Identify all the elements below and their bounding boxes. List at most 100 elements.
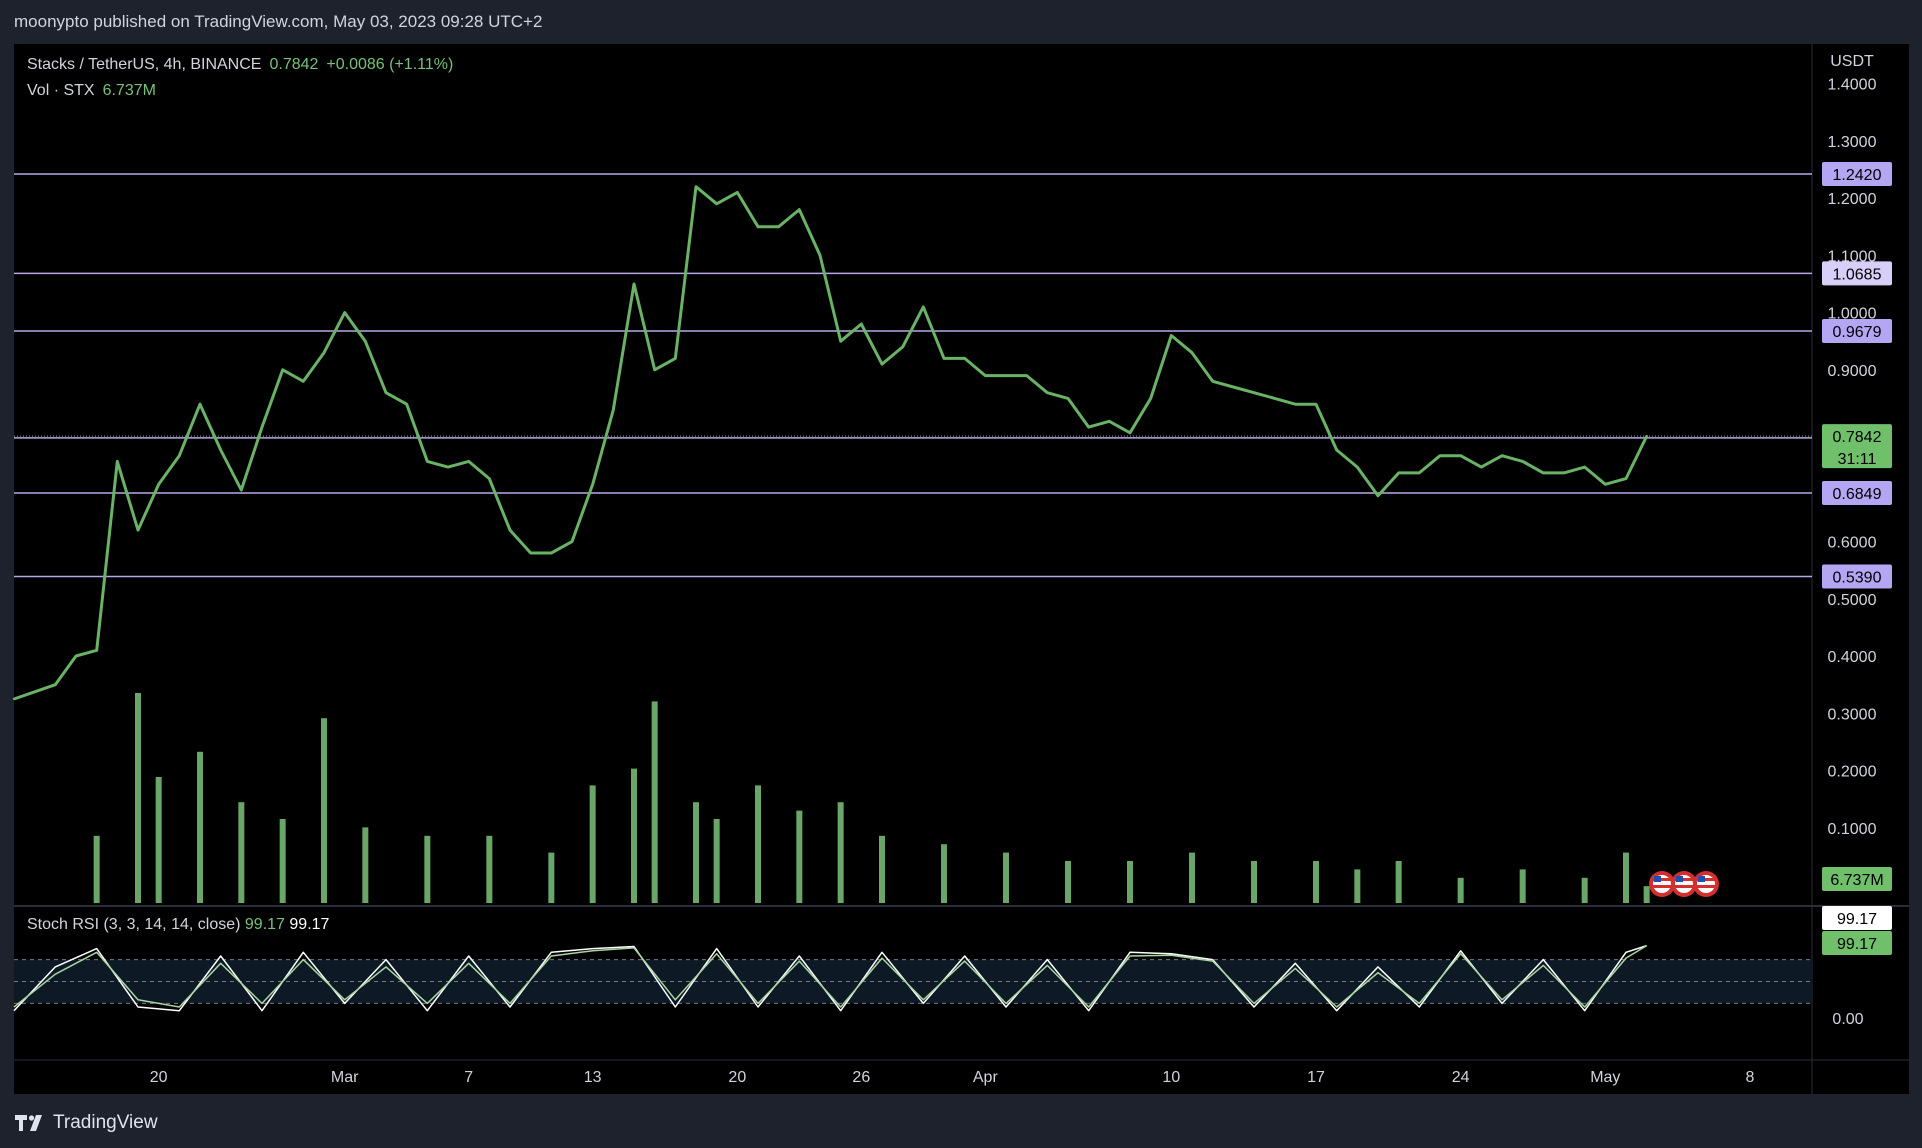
price-point (1252, 391, 1256, 394)
level-price-tag-bg (1822, 318, 1892, 343)
price-point (1066, 397, 1070, 400)
volume-bar (1313, 861, 1319, 903)
price-point (1170, 334, 1173, 337)
volume-bar (1354, 869, 1361, 903)
volume-value-tag-text: 6.737M (1830, 872, 1883, 889)
price-point (1583, 465, 1586, 469)
flag-stripe (1653, 885, 1671, 888)
volume-bar (1251, 861, 1257, 903)
level-price-tag[interactable]: 0.9679 (1822, 318, 1892, 343)
price-axis-tick: 1.4000 (1828, 77, 1877, 94)
price-point (384, 391, 388, 394)
price-point (1294, 402, 1297, 406)
price-point (818, 254, 822, 257)
price-point (116, 460, 119, 463)
level-price-tag[interactable]: 0.6849 (1822, 480, 1892, 505)
price-point (901, 345, 904, 349)
price-point (1190, 351, 1194, 354)
price-point (198, 402, 202, 406)
stoch-k-value: 99.17 (244, 916, 285, 933)
stoch-d-line (13, 944, 1648, 1008)
volume-value-tag[interactable]: 6.737M (1822, 867, 1892, 891)
price-series (12, 185, 1649, 701)
price-point (1149, 397, 1152, 400)
price-point (260, 425, 264, 429)
tradingview-logo[interactable]: TradingView (15, 1110, 158, 1136)
price-point (302, 380, 305, 383)
price-point (508, 528, 512, 532)
price-point (798, 208, 801, 211)
volume-bar (279, 819, 286, 903)
price-point (1562, 471, 1566, 475)
flag-stripe (1697, 878, 1715, 881)
us-flag-event-icon[interactable] (1671, 871, 1697, 897)
price-point (1624, 477, 1628, 480)
price-point (1025, 374, 1028, 377)
price-point (674, 357, 677, 360)
level-price-tag-text: 1.0685 (1833, 266, 1882, 283)
time-axis-tick: 20 (728, 1069, 746, 1086)
price-point (1376, 494, 1380, 497)
price-axis-tick: 0.1000 (1828, 821, 1877, 838)
volume-bar (1003, 852, 1009, 903)
volume-bar (135, 693, 141, 903)
price-point (694, 185, 698, 188)
price-tags[interactable]: 1.24201.06850.96790.78110.68490.53900.78… (1649, 162, 1892, 955)
current-price-tag[interactable]: 0.7842 31:11 (1822, 424, 1892, 469)
volume-bar (321, 718, 327, 903)
us-flag-event-icon[interactable] (1649, 871, 1675, 897)
symbol-legend: Stacks / TetherUS, 4h, BINANCE 0.7842 +0.0… (27, 52, 453, 104)
us-flag-event-icon[interactable] (1693, 871, 1719, 897)
stoch-rsi-label[interactable]: Stoch RSI (3, 3, 14, 14, close) (27, 916, 241, 933)
symbol-name[interactable]: Stacks / TetherUS, 4h, BINANCE (27, 56, 262, 73)
price-point (715, 202, 718, 206)
price-point (1046, 391, 1049, 394)
level-price-tag[interactable]: 1.2420 (1822, 162, 1892, 187)
level-price-tag[interactable]: 0.5390 (1822, 564, 1892, 589)
price-point (281, 368, 284, 372)
flag-canton (1676, 876, 1683, 882)
price-point (1211, 380, 1214, 383)
volume-bar (1519, 869, 1526, 903)
flag-canton (1654, 876, 1661, 882)
level-price-tag[interactable]: 1.0685 (1822, 261, 1892, 286)
price-point (1438, 454, 1442, 457)
level-price-tag-text: 0.5390 (1833, 569, 1882, 586)
price-point (54, 683, 57, 686)
price-point (405, 402, 408, 406)
volume-legend-row: Vol · STX 6.737M (27, 78, 453, 104)
price-point (74, 654, 78, 658)
stoch-k-tag-bg (1822, 931, 1892, 955)
volume-bar (755, 785, 761, 903)
price-axis: USDT 1.4000 1.3000 1.2000 1.1000 1.0000 0.900… (1828, 53, 1877, 1028)
flag-stripe (1675, 878, 1693, 881)
level-price-tag-bg (1822, 162, 1892, 187)
volume-bar (1643, 886, 1650, 903)
stoch-axis-tick: 0.00 (1832, 1011, 1863, 1028)
price-axis-tick: 1.2000 (1828, 191, 1877, 208)
price-axis-tick: 0.4000 (1828, 649, 1877, 666)
volume-label[interactable]: Vol · STX (27, 82, 95, 99)
stoch-d-tag[interactable]: 99.17 (1822, 906, 1892, 930)
tradingview-logo-icon (15, 1115, 42, 1131)
price-point (860, 322, 863, 326)
volume-bar (879, 835, 885, 903)
volume-bar (548, 852, 555, 903)
price-point (240, 488, 243, 492)
price-point (963, 357, 966, 360)
price-point (1459, 454, 1462, 457)
price-axis-tick: 1.1000 (1828, 248, 1877, 265)
volume-value: 6.737M (102, 82, 156, 99)
symbol-legend-row: Stacks / TetherUS, 4h, BINANCE 0.7842 +0.0… (27, 52, 453, 78)
volume-bar (1395, 861, 1402, 903)
time-axis-tick: May (1590, 1069, 1620, 1086)
price-point (942, 357, 946, 360)
price-point (1480, 465, 1483, 469)
volume-bar (486, 835, 493, 903)
price-point (1356, 465, 1359, 469)
stoch-k-tag[interactable]: 99.17 (1822, 931, 1892, 955)
stoch-d-tag-text: 99.17 (1837, 911, 1877, 928)
price-point (550, 551, 553, 555)
price-point (1004, 374, 1008, 377)
price-point (1521, 460, 1524, 463)
